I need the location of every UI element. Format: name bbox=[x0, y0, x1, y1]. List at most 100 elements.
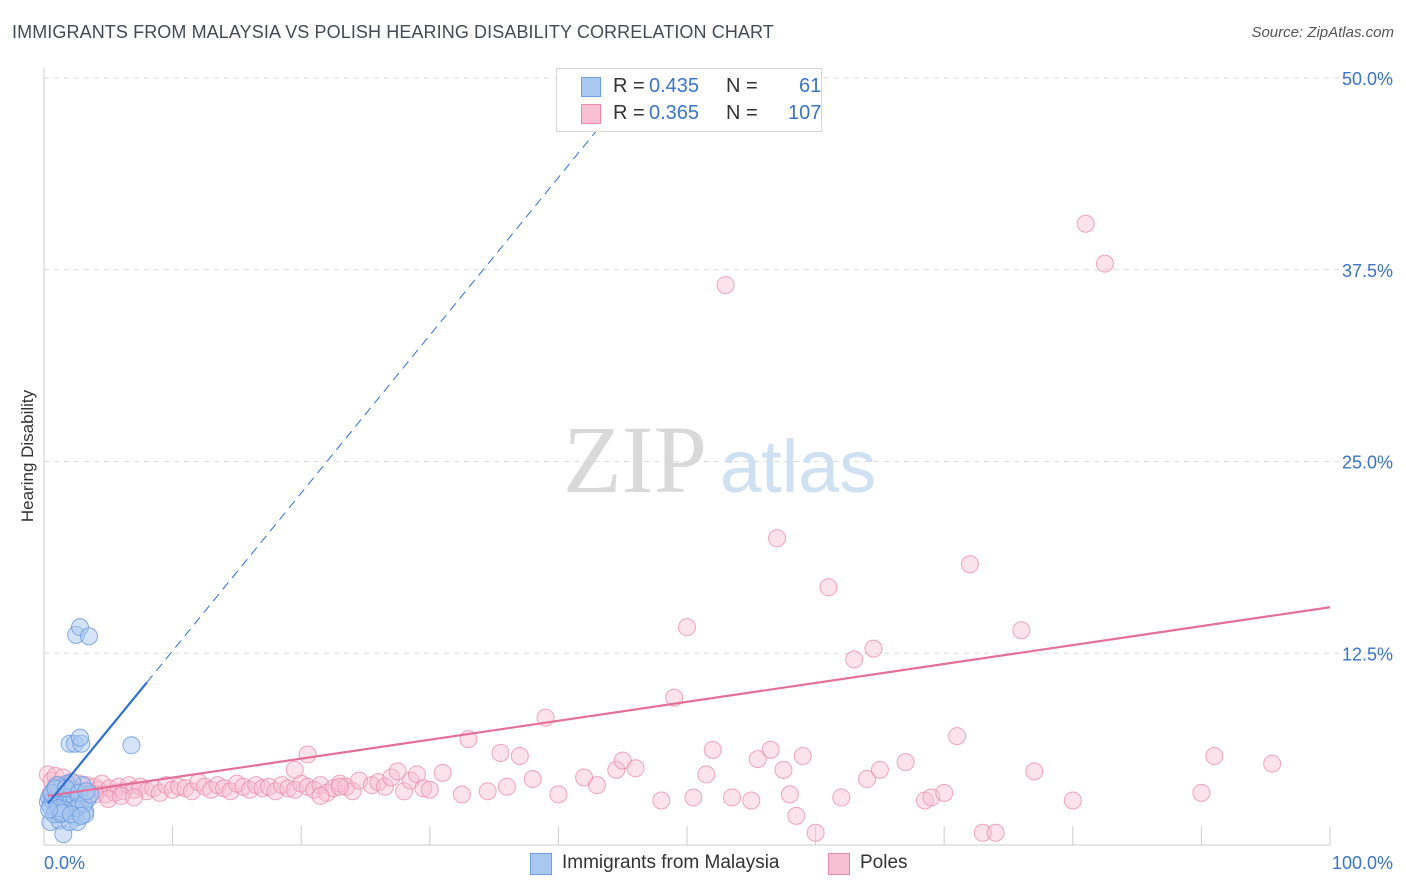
legend-label-poles: Poles bbox=[860, 852, 908, 873]
legend-n-label: N = bbox=[726, 75, 758, 97]
y-axis-label: Hearing Disability bbox=[18, 389, 37, 522]
poles-point bbox=[452, 785, 471, 804]
poles-point bbox=[157, 776, 176, 795]
source-credit: Source: ZipAtlas.com bbox=[1251, 24, 1394, 41]
poles-point bbox=[716, 276, 735, 295]
poles-point bbox=[420, 780, 439, 799]
poles-point bbox=[414, 779, 433, 798]
legend-label-malaysia: Immigrants from Malaysia bbox=[562, 852, 780, 873]
poles-point bbox=[697, 765, 716, 784]
grid-lines bbox=[44, 77, 1392, 654]
poles-point bbox=[587, 776, 606, 795]
poles-point bbox=[1263, 754, 1282, 773]
poles-point bbox=[395, 782, 414, 801]
x-tick-label: 100.0% bbox=[1332, 853, 1393, 873]
malaysia-points bbox=[38, 618, 141, 844]
poles-point bbox=[626, 759, 645, 778]
poles-point bbox=[491, 743, 510, 762]
poles-point bbox=[607, 760, 626, 779]
legend-swatch-malaysia bbox=[530, 853, 552, 875]
poles-point bbox=[1063, 791, 1082, 810]
malaysia-trend-line bbox=[47, 681, 148, 805]
legend-r-value: 0.365 bbox=[649, 102, 700, 124]
poles-point bbox=[549, 785, 568, 804]
poles-point bbox=[774, 760, 793, 779]
legend-n-value: 107 bbox=[788, 102, 822, 124]
poles-point bbox=[298, 745, 317, 764]
poles-point bbox=[478, 782, 497, 801]
legend-swatch-poles bbox=[828, 853, 850, 875]
poles-point bbox=[388, 762, 407, 781]
poles-point bbox=[1076, 214, 1095, 233]
poles-point bbox=[703, 740, 722, 759]
poles-point bbox=[652, 791, 671, 810]
poles-point bbox=[896, 753, 915, 772]
poles-point bbox=[858, 770, 877, 789]
poles-point bbox=[285, 760, 304, 779]
legend-n-label: N = bbox=[726, 102, 758, 124]
poles-point bbox=[819, 578, 838, 597]
legend-r-label: R = bbox=[613, 102, 645, 124]
poles-point bbox=[112, 786, 131, 805]
poles-point bbox=[960, 555, 979, 574]
legend-swatch-poles bbox=[581, 104, 601, 124]
malaysia-trend-extrapolation bbox=[146, 129, 598, 683]
poles-point bbox=[202, 780, 221, 799]
poles-point bbox=[375, 777, 394, 796]
poles-point bbox=[125, 788, 144, 807]
poles-point bbox=[1192, 783, 1211, 802]
poles-point bbox=[311, 786, 330, 805]
poles-point bbox=[864, 639, 883, 658]
poles-point bbox=[832, 788, 851, 807]
y-tick-label: 37.5% bbox=[1342, 261, 1393, 281]
poles-point bbox=[845, 650, 864, 669]
poles-point bbox=[510, 747, 529, 766]
poles-point bbox=[761, 740, 780, 759]
poles-point bbox=[723, 788, 742, 807]
malaysia-point bbox=[71, 728, 90, 747]
poles-point bbox=[870, 760, 889, 779]
poles-point bbox=[1095, 254, 1114, 273]
poles-point bbox=[748, 750, 767, 769]
poles-point bbox=[497, 777, 516, 796]
poles-point bbox=[240, 780, 259, 799]
trend-lines bbox=[47, 129, 1331, 805]
watermark: ZIP atlas bbox=[563, 406, 876, 513]
poles-point bbox=[948, 727, 967, 746]
poles-point bbox=[1205, 747, 1224, 766]
legend-n-value: 61 bbox=[799, 75, 822, 97]
axes bbox=[43, 68, 1331, 846]
malaysia-point bbox=[122, 736, 141, 755]
watermark-zip: ZIP bbox=[563, 406, 707, 513]
poles-point bbox=[973, 823, 992, 842]
correlation-legend: R = 0.435 N = 61 R = 0.365 N = 107 bbox=[556, 68, 822, 132]
poles-point bbox=[986, 823, 1005, 842]
poles-trend-line bbox=[47, 606, 1331, 798]
poles-point bbox=[684, 788, 703, 807]
poles-point bbox=[806, 823, 825, 842]
legend-swatch-malaysia bbox=[581, 77, 601, 97]
malaysia-point bbox=[72, 806, 91, 825]
poles-point bbox=[793, 747, 812, 766]
poles-point bbox=[1012, 621, 1031, 640]
poles-point bbox=[780, 785, 799, 804]
poles-point bbox=[1025, 762, 1044, 781]
poles-point bbox=[787, 806, 806, 825]
poles-point bbox=[260, 777, 279, 796]
poles-point bbox=[665, 688, 684, 707]
poles-point bbox=[935, 783, 954, 802]
poles-point bbox=[678, 618, 696, 637]
malaysia-point bbox=[80, 627, 99, 646]
y-tick-label: 25.0% bbox=[1342, 453, 1393, 473]
poles-points bbox=[38, 214, 1282, 842]
poles-point bbox=[523, 770, 542, 789]
poles-point bbox=[433, 763, 452, 782]
poles-point bbox=[330, 777, 349, 796]
x-tick-label: 0.0% bbox=[44, 853, 85, 873]
malaysia-point bbox=[40, 800, 59, 819]
legend-r-value: 0.435 bbox=[649, 75, 700, 97]
legend-r-label: R = bbox=[613, 75, 645, 97]
chart-title: IMMIGRANTS FROM MALAYSIA VS POLISH HEARI… bbox=[12, 22, 774, 42]
y-tick-label: 12.5% bbox=[1342, 644, 1393, 664]
